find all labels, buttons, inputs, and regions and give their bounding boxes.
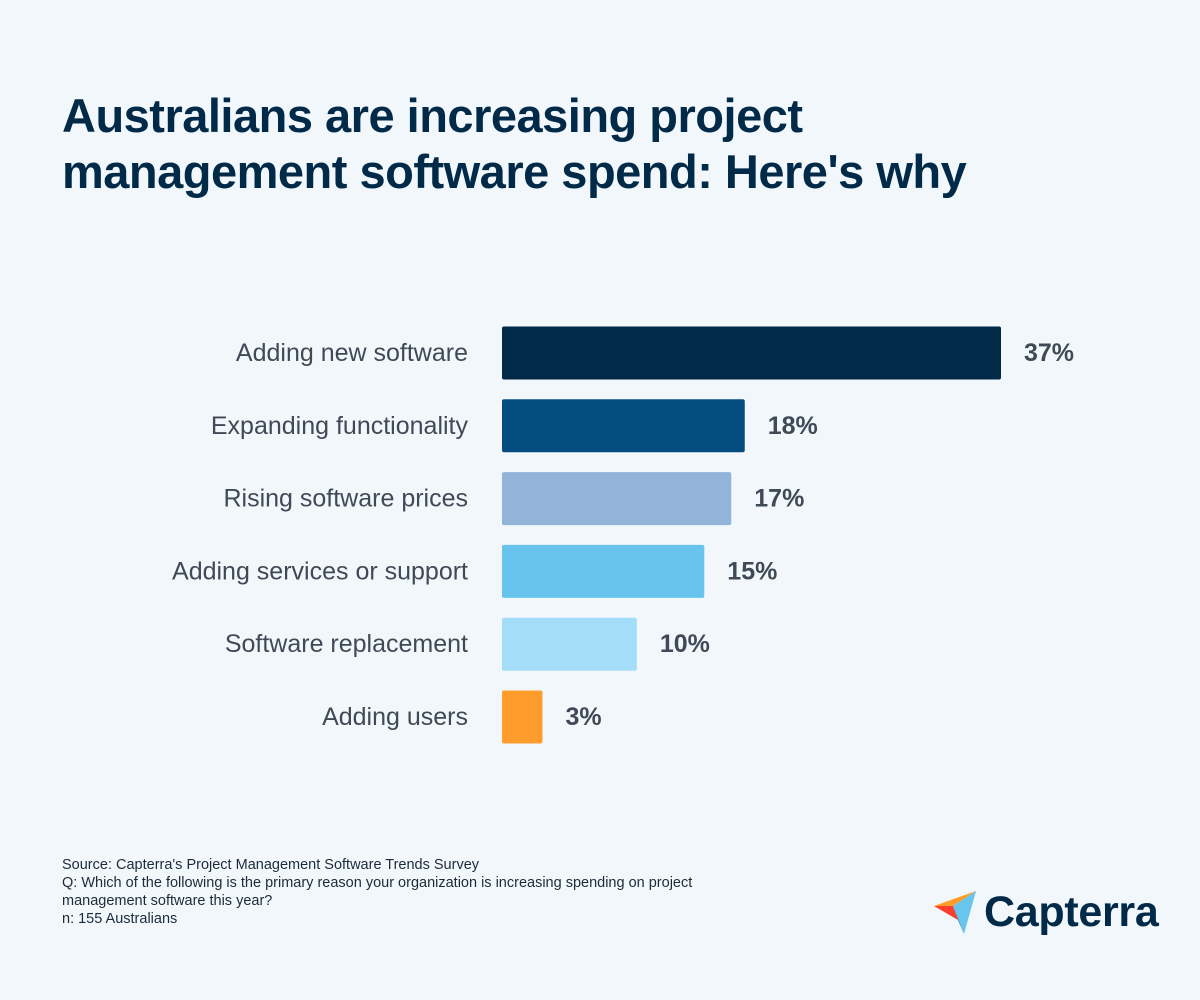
logo-shape-blue (953, 891, 976, 934)
data-label: 18% (768, 412, 818, 440)
bar (502, 472, 732, 526)
survey-question-line-2: management software this year? (62, 893, 273, 909)
data-label: 17% (754, 485, 804, 513)
logo-shape-navy (953, 906, 964, 934)
logo-shape-red (934, 906, 958, 920)
chart-title: Australians are increasing project manag… (62, 88, 1142, 200)
category-label: Software replacement (225, 630, 468, 658)
category-label: Adding new software (236, 339, 468, 367)
survey-question-line-1: Q: Which of the following is the primary… (62, 875, 693, 891)
chart-title-line-1: Australians are increasing project (62, 89, 803, 142)
bar (502, 690, 543, 744)
data-label: 15% (727, 557, 777, 585)
bar (502, 544, 705, 598)
category-label: Adding services or support (172, 557, 468, 585)
bar-chart: Adding new software 37% Expanding function… (172, 326, 1074, 744)
bar (502, 617, 637, 671)
data-label: 37% (1024, 339, 1074, 367)
capterra-logo-icon (934, 891, 976, 934)
capterra-logo: Capterra (932, 884, 1159, 940)
logo-shape-orange (934, 891, 976, 906)
category-label: Expanding functionality (211, 412, 469, 440)
data-label: 10% (660, 630, 710, 658)
bar (502, 326, 1001, 380)
data-label: 3% (565, 703, 601, 731)
sample-size: n: 155 Australians (62, 911, 178, 927)
capterra-wordmark: Capterra (984, 887, 1159, 936)
category-label: Rising software prices (223, 485, 468, 513)
bar (502, 399, 745, 453)
chart-footnote: Source: Capterra's Project Management So… (62, 856, 822, 928)
chart-title-line-2: management software spend: Here's why (62, 145, 967, 198)
source-note: Source: Capterra's Project Management So… (62, 857, 480, 873)
category-label: Adding users (322, 703, 468, 731)
